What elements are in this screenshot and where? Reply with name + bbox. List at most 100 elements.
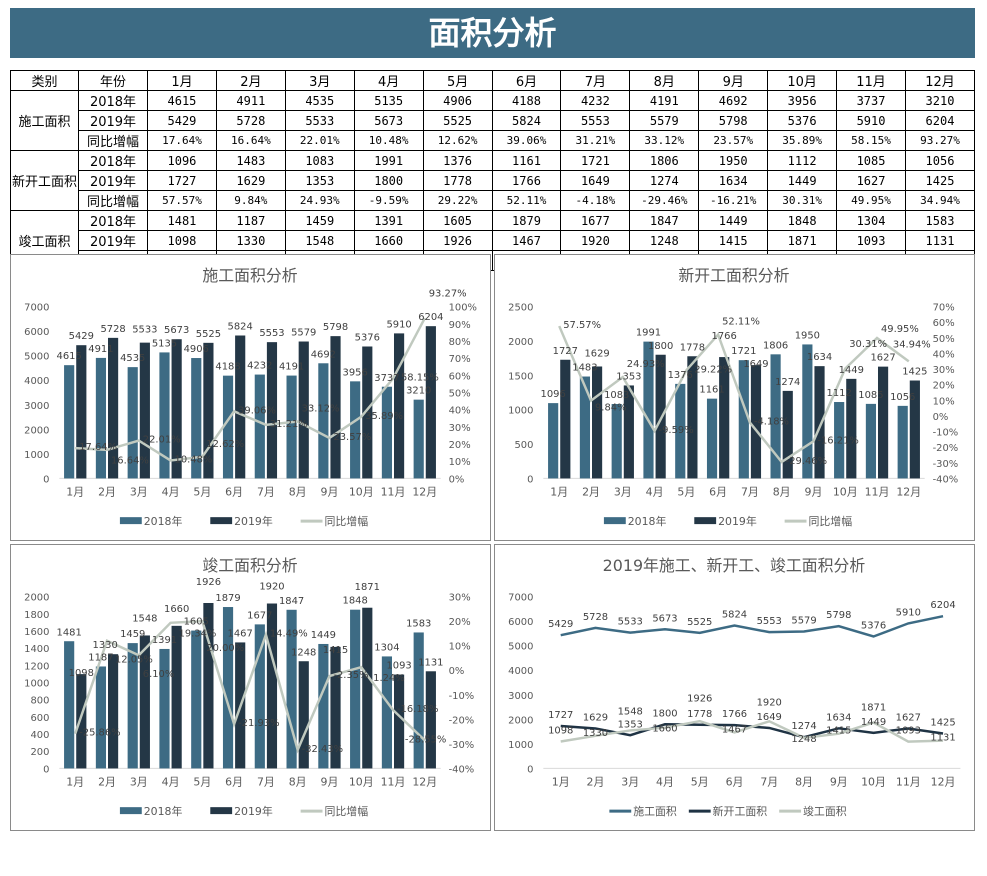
x-axis-tick-label: 7月	[760, 775, 778, 788]
bar-data-label: 1634	[807, 352, 832, 363]
line-data-label: 6.10%	[143, 669, 175, 680]
legend-label: 2018年	[144, 804, 183, 818]
bar-data-label: 3956	[343, 367, 368, 378]
value-cell: 1131	[904, 230, 976, 251]
table-row: 施工面积 2018年 4615 4911 4535 5135 4906 4188 4232 419…	[10, 90, 976, 151]
bar-data-label: 5824	[228, 322, 253, 333]
bar-data-label: 1766	[712, 331, 737, 342]
line-data-label: 24.93%	[627, 359, 665, 370]
y-axis-tick-label: 0	[527, 764, 533, 775]
row-label: 2019年	[78, 230, 148, 251]
line-data-label: -16.21%	[817, 435, 858, 446]
y2-axis-tick-label: 0%	[449, 474, 465, 485]
bar-2018年	[222, 375, 234, 479]
x-axis-tick-label: 8月	[289, 775, 307, 788]
legend-label: 新开工面积	[713, 804, 768, 818]
row-label: 同比增幅	[78, 130, 148, 151]
y-axis-tick-label: 5000	[508, 642, 533, 653]
line-data-label: 33.12%	[302, 404, 340, 415]
x-axis-tick-label: 4月	[162, 775, 180, 788]
line-data-label: 1649	[757, 712, 782, 723]
value-cell: 4906	[422, 90, 493, 111]
y2-axis-tick-label: 10%	[449, 457, 471, 468]
bar-data-label: 5376	[355, 333, 380, 344]
y2-axis-tick-label: 60%	[449, 371, 471, 382]
bar-data-label: 1415	[323, 645, 348, 656]
bar-2018年	[675, 383, 686, 479]
x-axis-tick-label: 12月	[412, 775, 437, 788]
bar-data-label: 1871	[355, 582, 380, 593]
line-data-label: 1548	[618, 707, 643, 718]
line-data-label: 22.01%	[143, 435, 181, 446]
value-cell: 1677	[560, 210, 631, 231]
column-header: 3月	[284, 70, 355, 91]
x-axis-tick-label: 9月	[321, 485, 339, 498]
chart-2019-comparison: 2019年施工、新开工、竣工面积分析 0 1000 2000 3000 4000 5000 6…	[494, 544, 975, 831]
value-cell: 9.84%	[215, 190, 286, 211]
bar-2018年	[318, 363, 329, 479]
bar-2019年	[330, 336, 341, 479]
bar-data-label: 1778	[680, 342, 705, 353]
bar-data-label: 1449	[311, 630, 336, 641]
bar-2018年	[64, 641, 75, 769]
value-cell: 24.93%	[284, 190, 355, 211]
legend-swatch	[210, 517, 233, 525]
line-data-label: 1353	[618, 719, 643, 730]
value-cell: 1096	[147, 150, 217, 171]
legend-label: 同比增幅	[324, 514, 368, 528]
line-data-label: 1871	[861, 703, 886, 714]
value-cell: 1425	[904, 170, 976, 191]
value-cell: 1449	[767, 170, 838, 191]
y2-axis-tick-label: -10%	[449, 691, 475, 702]
bar-2018年	[834, 402, 845, 479]
value-cell: 1415	[698, 230, 769, 251]
x-axis-tick-label: 6月	[225, 775, 243, 788]
line-竣工面积	[560, 719, 944, 743]
bar-2018年	[413, 399, 424, 479]
category-cell: 新开工面积	[10, 150, 79, 211]
value-cell: 1660	[353, 230, 424, 251]
line-data-label: 1467	[722, 724, 747, 735]
line-data-label: 1.24%	[373, 673, 405, 684]
value-cell: 93.27%	[904, 130, 976, 151]
row-label: 2019年	[78, 170, 148, 191]
chart-title: 竣工面积分析	[202, 556, 297, 575]
y2-axis-tick-label: 50%	[449, 389, 471, 400]
line-data-label: 1098	[548, 726, 573, 737]
value-cell: 1634	[698, 170, 769, 191]
bar-2019年	[655, 354, 666, 479]
y2-axis-tick-label: 30%	[449, 423, 471, 434]
value-cell: 1766	[491, 170, 562, 191]
line-data-label: 5579	[791, 616, 816, 627]
x-axis-tick-label: 2月	[587, 775, 605, 788]
value-cell: 57.57%	[147, 190, 217, 211]
bar-2019年	[139, 342, 150, 479]
value-cell: 1274	[629, 170, 700, 191]
y-axis-tick-label: 1500	[508, 371, 533, 382]
chart-svg: 新开工面积分析 0 500 1000 1500 2000 2500 -40% -30% -20% -…	[508, 266, 958, 528]
line-data-label: -4.18%	[754, 416, 789, 427]
bar-2019年	[782, 390, 793, 479]
bar-data-label: 1950	[795, 330, 820, 341]
bar-2019年	[687, 356, 698, 479]
x-axis-tick-label: 3月	[130, 485, 148, 498]
y-axis-tick-label: 5000	[24, 352, 49, 363]
value-cell: 31.21%	[560, 130, 631, 151]
line-data-label: 17.64%	[79, 442, 117, 453]
line-data-label: 1660	[652, 724, 677, 735]
y-axis-tick-label: 4000	[508, 666, 533, 677]
table-row: 新开工面积 2018年 1096 1483 1083 1991 1376 1161 1721 18…	[10, 150, 976, 211]
y2-axis-tick-label: -30%	[449, 740, 475, 751]
value-cell: 4615	[147, 90, 217, 111]
bar-data-label: 1926	[196, 577, 221, 588]
bar-2019年	[298, 341, 309, 479]
y2-axis-tick-label: 80%	[449, 337, 471, 348]
bar-data-label: 3737	[374, 373, 399, 384]
bar-2019年	[171, 339, 182, 479]
y2-axis-tick-label: 20%	[449, 617, 471, 628]
bar-data-label: 1083	[604, 390, 629, 401]
y2-axis-tick-label: 100%	[449, 303, 477, 314]
x-axis-tick-label: 12月	[896, 485, 921, 498]
bar-2018年	[770, 354, 781, 479]
x-axis-tick-label: 12月	[412, 485, 437, 498]
